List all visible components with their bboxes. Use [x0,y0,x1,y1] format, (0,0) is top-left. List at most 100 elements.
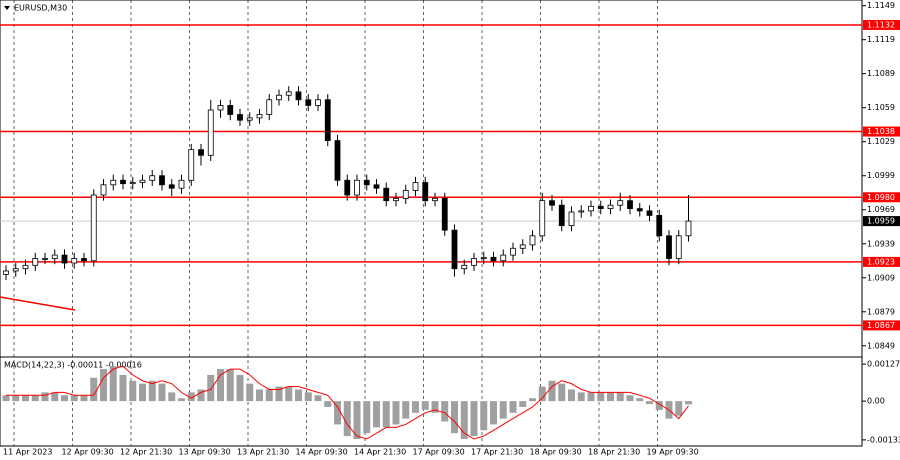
candle-body [217,105,224,111]
macd-bar [168,392,176,402]
candle-body [51,254,58,259]
candle-body [100,184,107,196]
candle-body [558,204,565,227]
candle-body [685,220,692,237]
candle-body [266,99,273,115]
macd-bar [499,401,507,419]
macd-bar [451,401,458,434]
candle-body [656,215,663,237]
candle-body [305,99,312,106]
macd-bar [275,386,283,402]
macd-bar [2,395,10,402]
candle-body [139,179,146,183]
candle-body [246,117,253,121]
candle-body [256,114,263,119]
macd-bar [382,401,390,428]
macd-bar [119,374,127,402]
macd-bar [285,386,293,402]
x-tick-label: 13 Apr 21:30 [237,448,289,457]
candle-body [373,184,380,189]
macd-bar [148,380,156,402]
macd-bar [61,395,68,402]
candle-body [22,264,29,270]
candle-body [597,205,604,210]
macd-bar [236,374,244,402]
macd-bar [80,395,88,402]
macd-bar [558,383,566,402]
candle-body [636,208,643,212]
candle-body [568,211,575,227]
candle-body [207,109,214,156]
candle-body [42,258,48,260]
candle-body [529,235,536,246]
candle-body [617,200,624,206]
y-tick-label: 1.0849 [867,341,895,350]
candle-body [344,179,351,196]
macd-bar [655,401,663,410]
candle-body [363,179,370,186]
macd-bar [246,383,254,402]
x-tick-label: 18 Apr 09:30 [530,448,582,457]
macd-bar [70,395,78,402]
macd-bar [509,401,517,413]
candle-body [110,179,117,186]
macd-bar [256,389,263,402]
macd-bar [480,401,488,431]
candle-body [627,200,633,210]
candle-body [588,205,594,212]
chart-title: EURUSD,M30 [14,4,67,13]
x-tick-label: 14 Apr 09:30 [296,448,348,457]
macd-bar [548,380,556,402]
y-tick-label: 1.0969 [867,205,895,214]
macd-bar [51,392,59,402]
macd-bar [587,392,595,402]
candle-body [510,247,516,256]
menu-arrow [4,6,10,10]
candle-body [471,258,477,266]
candle-body [646,210,653,216]
macd-bar [197,389,205,402]
macd-bar [109,366,117,402]
candle-body [549,200,555,206]
macd-bar [217,369,224,402]
macd-bar [597,392,605,402]
macd-bar [334,401,341,425]
candle-body [354,179,360,196]
candle-body [666,235,672,259]
candle-body [159,175,165,186]
candle-body [412,182,419,191]
candle-body [383,187,390,202]
level-label: 1.1132 [867,20,895,29]
macd-bar [646,401,653,405]
macd-bar [90,377,98,402]
macd-bar [421,401,429,410]
macd-bar [529,398,536,402]
y-tick-label: -0.00133 [867,435,900,444]
macd-bar [519,401,527,407]
trend-line [0,296,76,311]
macd-bar [324,401,332,407]
y-tick-label: 0.00127 [867,360,900,369]
candle-body [227,105,234,115]
macd-bar [568,389,575,402]
candle-body [285,91,292,96]
x-tick-label: 14 Apr 21:30 [354,448,406,457]
candle-body [237,114,243,121]
macd-bar [353,401,361,440]
candle-body [129,182,136,185]
macd-bar [616,392,624,402]
candle-body [188,149,195,181]
macd-bar [22,395,29,402]
level-box [863,126,900,137]
macd-title: MACD(14,22,3) -0.00011 -0.00016 [4,361,142,370]
x-tick-label: 17 Apr 09:30 [413,448,465,457]
y-tick-label: 1.0999 [867,171,895,180]
y-tick-label: 1.1119 [867,35,895,44]
macd-bar [158,383,166,402]
candle-body [12,268,19,272]
macd-bar [538,386,546,402]
candle-body [441,198,448,231]
macd-bar [470,401,478,437]
candle-body [168,184,175,189]
macd-bar [392,401,400,425]
